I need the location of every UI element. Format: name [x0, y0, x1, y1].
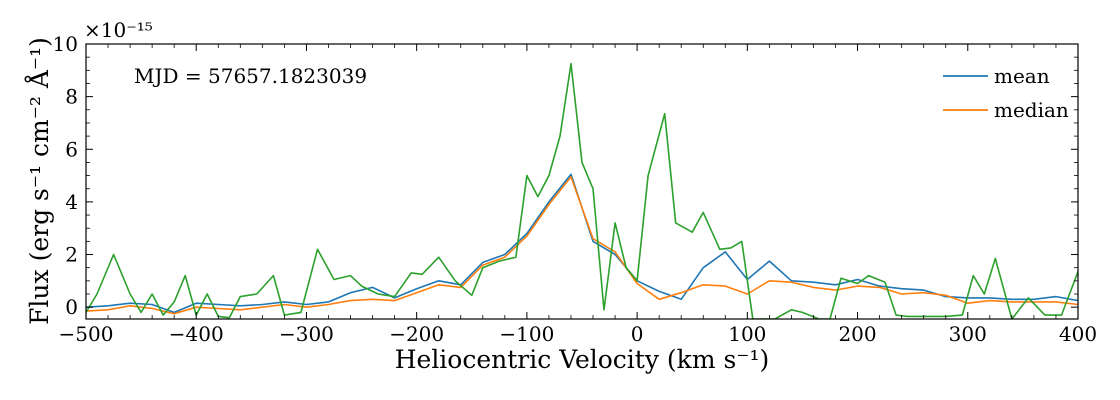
x-tick-label: 300 — [949, 322, 987, 346]
x-tick-label: 100 — [728, 322, 766, 346]
series-line-trace-3 — [86, 62, 1078, 319]
legend-label-median: median — [994, 98, 1069, 122]
x-axis-label: Heliocentric Velocity (km s⁻¹) — [395, 345, 770, 374]
x-tick-label: −100 — [499, 322, 554, 346]
y-axis-label: Flux (erg s⁻¹ cm⁻² Å⁻¹) — [24, 37, 54, 325]
x-tick-label: 0 — [631, 322, 644, 346]
mjd-annotation: MJD = 57657.1823039 — [134, 64, 367, 88]
y-tick-label: 10 — [53, 32, 78, 56]
y-tick-label: 2 — [65, 243, 78, 267]
series-line-median — [86, 176, 1078, 315]
x-tick-label: 400 — [1059, 322, 1097, 346]
tick-labels-layer: −500 −400 −300 −200 −100 0 100 200 300 400 0 2 4 6 8 10 — [53, 32, 1098, 346]
ticks-layer — [85, 43, 1079, 319]
plot-frame — [85, 43, 1079, 320]
x-tick-label: −400 — [169, 322, 224, 346]
x-tick-label: −500 — [59, 322, 114, 346]
y-tick-label: 6 — [65, 137, 78, 161]
x-tick-label: 200 — [838, 322, 876, 346]
y-multiplier-label: ×10⁻¹⁵ — [84, 18, 153, 42]
x-tick-label: −300 — [279, 322, 334, 346]
y-tick-label: 4 — [65, 190, 78, 214]
y-tick-label: 8 — [65, 85, 78, 109]
legend-label-mean: mean — [994, 64, 1050, 88]
legend: mean median — [943, 64, 1069, 122]
y-tick-label: 0 — [65, 295, 78, 319]
series-layer — [86, 62, 1078, 319]
x-tick-label: −200 — [389, 322, 444, 346]
series-line-mean — [86, 173, 1078, 314]
